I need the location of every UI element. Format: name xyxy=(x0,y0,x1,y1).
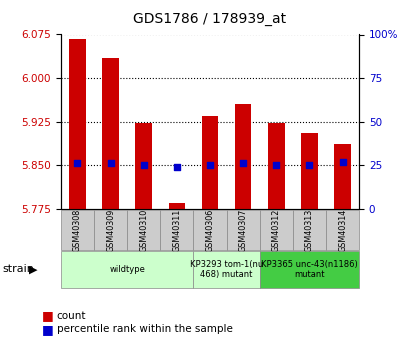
Bar xyxy=(61,210,94,250)
Text: ▶: ▶ xyxy=(29,265,37,274)
Text: GSM40312: GSM40312 xyxy=(272,209,281,252)
Point xyxy=(306,162,313,168)
Bar xyxy=(260,251,359,288)
Text: KP3365 unc-43(n1186)
mutant: KP3365 unc-43(n1186) mutant xyxy=(261,260,358,279)
Bar xyxy=(326,210,359,250)
Point xyxy=(339,159,346,165)
Text: ■: ■ xyxy=(42,323,54,336)
Bar xyxy=(260,210,293,250)
Point xyxy=(273,162,280,168)
Bar xyxy=(301,133,318,209)
Text: KP3293 tom-1(nu
468) mutant: KP3293 tom-1(nu 468) mutant xyxy=(190,260,263,279)
Point xyxy=(207,162,213,168)
Text: GSM40307: GSM40307 xyxy=(239,209,248,252)
Text: count: count xyxy=(57,311,86,321)
Text: GSM40311: GSM40311 xyxy=(172,209,181,252)
Text: wildtype: wildtype xyxy=(109,265,145,274)
Bar xyxy=(235,104,252,209)
Bar xyxy=(226,210,260,250)
Text: ■: ■ xyxy=(42,309,54,322)
Bar xyxy=(168,203,185,209)
Bar xyxy=(194,210,226,250)
Bar xyxy=(61,251,194,288)
Bar xyxy=(202,116,218,209)
Text: GSM40306: GSM40306 xyxy=(205,209,215,252)
Text: strain: strain xyxy=(2,265,34,274)
Text: GSM40308: GSM40308 xyxy=(73,209,82,252)
Bar xyxy=(334,144,351,209)
Bar xyxy=(268,124,285,209)
Bar xyxy=(136,124,152,209)
Bar xyxy=(69,39,86,209)
Point xyxy=(107,161,114,166)
Point xyxy=(74,161,81,166)
Text: GDS1786 / 178939_at: GDS1786 / 178939_at xyxy=(134,12,286,26)
Bar xyxy=(127,210,160,250)
Point xyxy=(240,161,247,166)
Bar xyxy=(293,210,326,250)
Bar xyxy=(194,251,260,288)
Point xyxy=(140,162,147,168)
Bar xyxy=(160,210,194,250)
Text: percentile rank within the sample: percentile rank within the sample xyxy=(57,325,233,334)
Bar xyxy=(102,58,119,209)
Bar xyxy=(94,210,127,250)
Text: GSM40310: GSM40310 xyxy=(139,209,148,252)
Text: GSM40314: GSM40314 xyxy=(338,209,347,252)
Text: GSM40313: GSM40313 xyxy=(305,209,314,252)
Text: GSM40309: GSM40309 xyxy=(106,209,115,252)
Point xyxy=(173,164,180,170)
